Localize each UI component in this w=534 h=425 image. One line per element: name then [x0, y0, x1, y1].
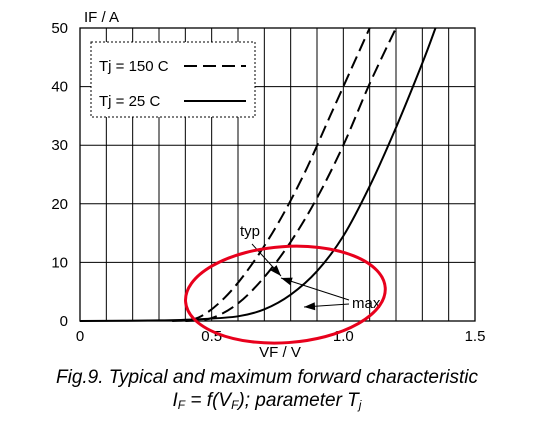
annotation-typ: typ — [240, 223, 260, 240]
legend-label-tj25: Tj = 25 C — [99, 93, 160, 110]
series-line-dashed — [185, 27, 397, 322]
annotation-max: max — [352, 295, 381, 312]
arrow-head — [281, 277, 293, 286]
arrow-head — [304, 302, 316, 311]
legend-label-tj150: Tj = 150 C — [99, 58, 169, 75]
figure-caption-line2: IF = f(VF); parameter Tj — [0, 390, 534, 412]
annotations: typ max — [240, 223, 381, 312]
figure-caption-line1: Fig.9. Typical and maximum forward chara… — [56, 367, 478, 388]
arrow-head — [270, 265, 281, 276]
annotation-arrows — [251, 243, 350, 311]
y-axis-label: IF / A — [84, 9, 119, 26]
legend-box — [90, 41, 256, 118]
y-tick-label: 30 — [51, 137, 68, 154]
y-tick-label: 50 — [51, 20, 68, 37]
caption-if-subscript: F — [177, 398, 186, 412]
caption-formula: = f(V — [185, 390, 232, 411]
x-tick-label: 1.5 — [465, 328, 486, 345]
caption-parameter: ); parameter T — [238, 390, 359, 411]
plot-frame — [79, 27, 476, 322]
caption-if-symbol: I — [172, 390, 178, 411]
y-tick-label: 0 — [60, 313, 68, 330]
arrow-shaft — [280, 277, 350, 301]
x-axis-label: VF / V — [259, 344, 301, 361]
y-tick-label: 10 — [51, 254, 68, 271]
caption-tj-subscript: j — [358, 398, 362, 412]
y-tick-label: 20 — [51, 196, 68, 213]
legend: Tj = 150 C Tj = 25 C — [90, 41, 256, 118]
caption-vf-subscript: F — [231, 398, 239, 412]
y-tick-label: 40 — [51, 79, 68, 96]
highlight-ellipse — [184, 244, 387, 345]
plot-border — [79, 27, 476, 322]
axis-labels: IF / A VF / V — [84, 9, 301, 361]
x-tick-label: 0 — [76, 328, 84, 345]
